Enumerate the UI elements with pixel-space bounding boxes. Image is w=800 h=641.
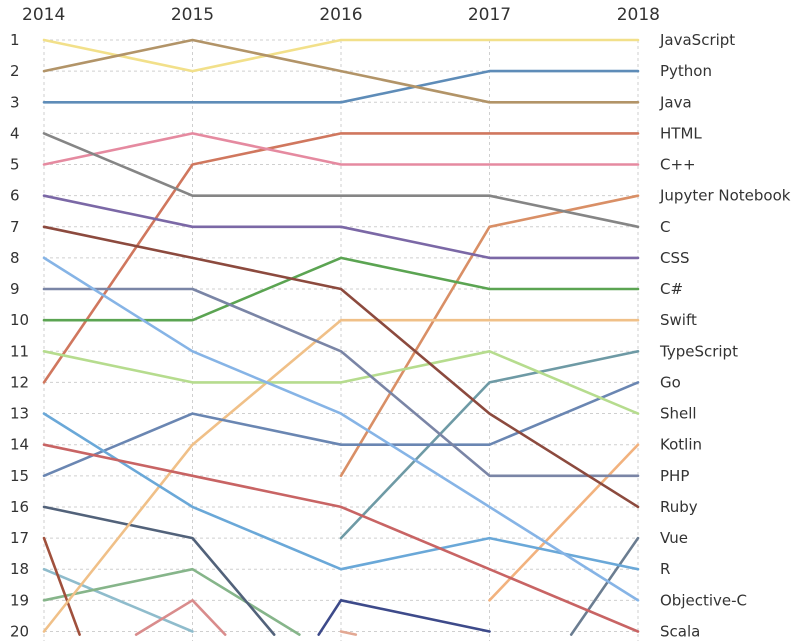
series-label-scala: Scala <box>660 622 700 640</box>
partial-line-7 <box>339 630 358 636</box>
series-label-c: C <box>660 218 670 236</box>
series-label-kotlin: Kotlin <box>660 436 702 454</box>
rank-label-6: 6 <box>10 187 20 205</box>
series-line-php <box>42 287 640 478</box>
series-labels: JavaScript Python Java HTML C++ Jupyter Noteb… <box>659 31 791 640</box>
series-line-swift <box>42 318 640 633</box>
rank-label-15: 15 <box>10 467 29 485</box>
series-label-go: Go <box>660 373 681 391</box>
year-label-2016: 2016 <box>319 5 362 25</box>
partial-line-6 <box>317 598 491 636</box>
rank-label-14: 14 <box>10 436 29 454</box>
series-line-go <box>42 381 640 478</box>
series-line-html <box>42 132 640 384</box>
rank-label-3: 3 <box>10 93 20 111</box>
series-line-kotlin <box>488 443 640 602</box>
series-label-html: HTML <box>660 124 702 142</box>
series-label-css: CSS <box>660 249 690 267</box>
rank-label-12: 12 <box>10 373 29 391</box>
rank-label-4: 4 <box>10 124 20 142</box>
rank-label-19: 19 <box>10 591 29 609</box>
series-line-objective-c <box>42 256 640 602</box>
rank-label-17: 17 <box>10 529 29 547</box>
rank-label-8: 8 <box>10 249 20 267</box>
rank-label-16: 16 <box>10 498 29 516</box>
rank-label-13: 13 <box>10 405 29 423</box>
series-label-java: Java <box>659 93 692 111</box>
series-line-scala <box>42 443 640 633</box>
series-line-javascript <box>42 38 640 73</box>
year-label-2018: 2018 <box>617 5 660 25</box>
rank-label-9: 9 <box>10 280 20 298</box>
rank-label-11: 11 <box>10 342 29 360</box>
year-label-2017: 2017 <box>468 5 511 25</box>
series-label-r: R <box>660 560 670 578</box>
rank-label-10: 10 <box>10 311 29 329</box>
series-label-cplusplus: C++ <box>660 156 696 174</box>
rank-label-7: 7 <box>10 218 20 236</box>
partial-line-1 <box>42 567 194 633</box>
series-lines <box>42 38 640 633</box>
partial-lines <box>42 505 640 636</box>
series-line-java <box>42 38 640 104</box>
series-label-python: Python <box>660 62 712 80</box>
series-line-python <box>42 69 640 104</box>
series-label-typescript: TypeScript <box>659 342 738 360</box>
series-label-php: PHP <box>660 467 689 485</box>
rank-label-20: 20 <box>10 622 29 640</box>
series-label-csharp: C# <box>660 280 683 298</box>
series-label-jupyter-notebook: Jupyter Notebook <box>659 187 791 205</box>
rank-label-1: 1 <box>10 31 20 49</box>
series-label-vue: Vue <box>660 529 688 547</box>
rank-label-5: 5 <box>10 156 20 174</box>
rank-label-2: 2 <box>10 62 20 80</box>
series-line-typescript <box>339 349 640 540</box>
partial-line-5 <box>42 505 276 636</box>
series-label-ruby: Ruby <box>660 498 698 516</box>
series-line-c <box>42 132 640 229</box>
partial-line-3 <box>42 536 81 636</box>
series-line-shell <box>42 349 640 415</box>
year-label-2015: 2015 <box>171 5 214 25</box>
year-axis: 2014 2015 2016 2017 2018 <box>22 5 660 25</box>
series-label-objective-c: Objective-C <box>660 591 747 609</box>
rank-label-18: 18 <box>10 560 29 578</box>
series-line-css <box>42 194 640 260</box>
series-line-r <box>42 412 640 571</box>
partial-line-4 <box>134 598 227 636</box>
year-label-2014: 2014 <box>22 5 65 25</box>
series-label-javascript: JavaScript <box>659 31 735 49</box>
partial-line-2 <box>42 567 301 636</box>
series-line-ruby <box>42 225 640 509</box>
series-label-shell: Shell <box>660 405 697 423</box>
series-line-cplusplus <box>42 132 640 166</box>
series-label-swift: Swift <box>660 311 697 329</box>
partial-line-8 <box>569 536 640 636</box>
